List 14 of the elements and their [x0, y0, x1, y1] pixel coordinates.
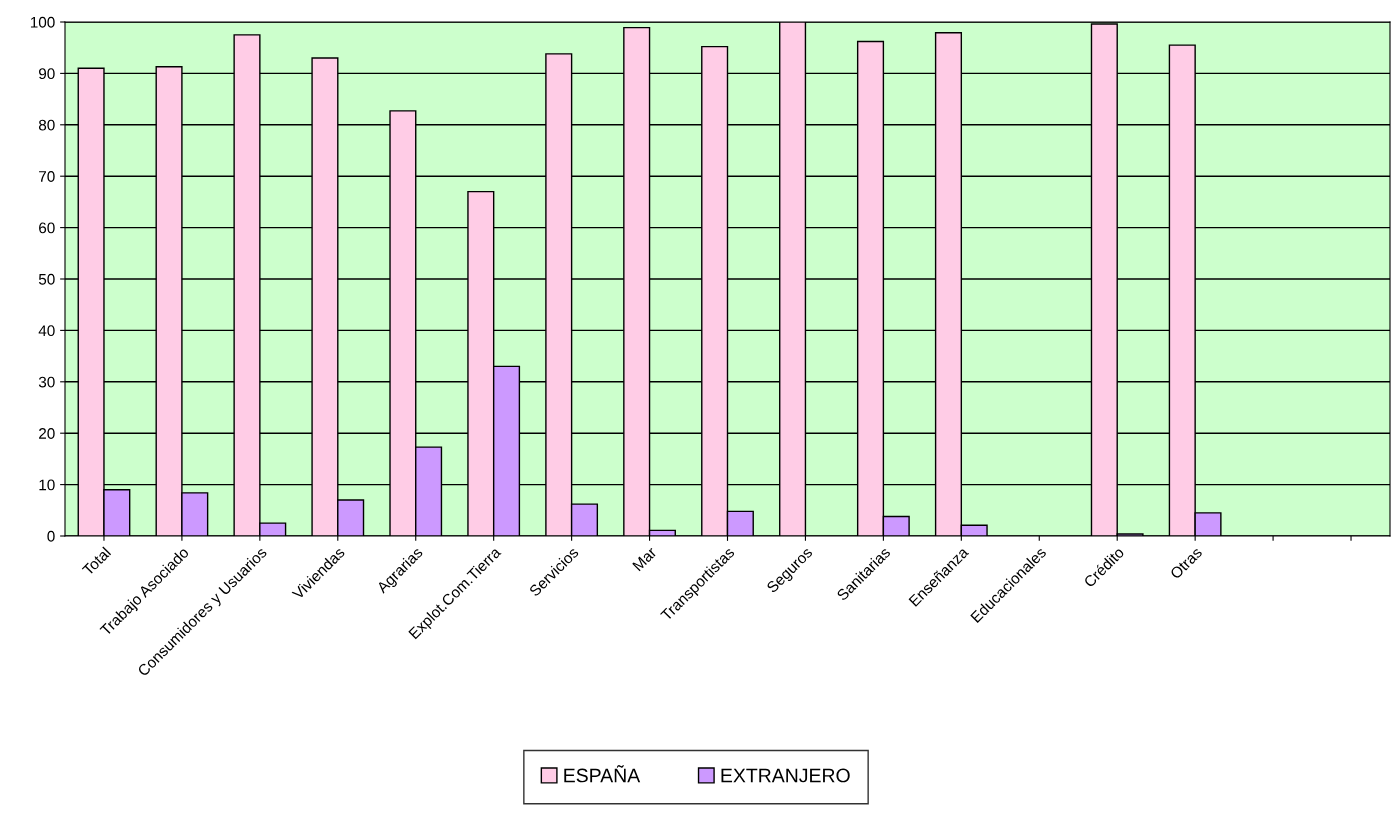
y-tick-label: 60	[39, 222, 55, 234]
x-tick-label: Mar	[632, 546, 658, 572]
y-tick-label: 80	[38, 119, 55, 131]
y-tick-label: 30	[38, 376, 55, 388]
legend-label: ESPAÑA	[564, 765, 641, 783]
y-tick-label: 70	[39, 171, 55, 182]
y-tick-label: 40	[38, 325, 55, 337]
y-tick-label: 10	[39, 479, 55, 491]
y-tick-label: 90	[39, 68, 55, 80]
y-tick-label: 20	[39, 428, 55, 439]
legend-label: EXTRANJERO	[721, 768, 850, 783]
y-tick-label: 0	[47, 530, 55, 542]
y-tick-label: 50	[38, 273, 55, 285]
y-tick-label: 100	[30, 16, 55, 28]
